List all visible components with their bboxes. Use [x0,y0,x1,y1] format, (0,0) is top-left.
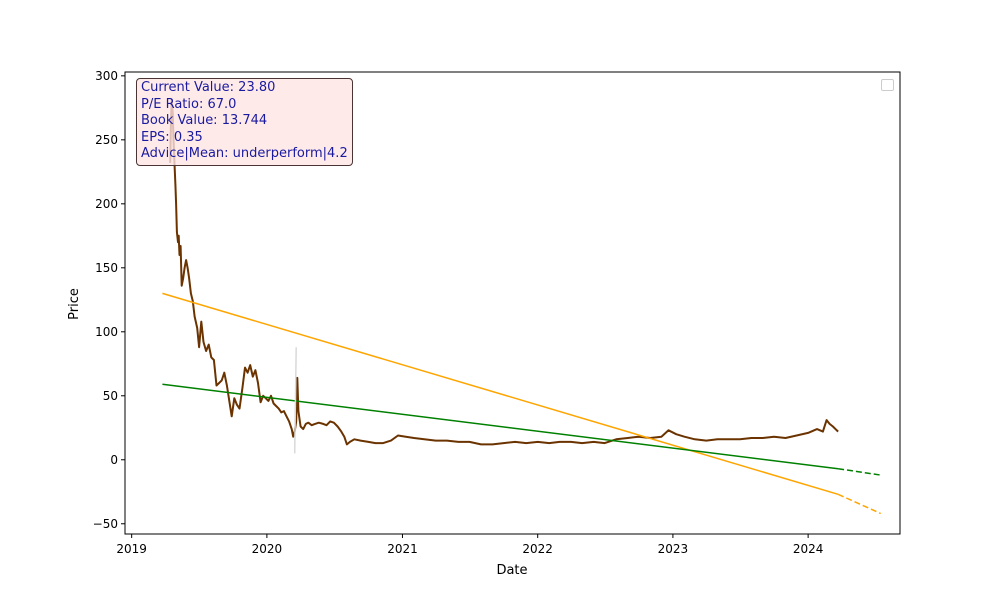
stock-info-annotation: Current Value: 23.80 P/E Ratio: 67.0 Boo… [136,78,353,166]
x-tick-label: 2022 [522,542,553,556]
pe-ratio-text: P/E Ratio: 67.0 [141,96,237,112]
book-value-text: Book Value: 13.744 [141,113,268,128]
y-tick-label: 150 [95,261,118,275]
y-tick-label: 100 [95,325,118,339]
x-axis: 2019 2020 2021 2022 2023 2024 [116,534,823,556]
series-line-1 [162,292,839,496]
series-line-3 [162,383,839,470]
y-tick-label: 250 [95,133,118,147]
y-tick-label: 0 [110,453,118,467]
y-tick-label: 50 [103,389,118,403]
x-tick-label: 2020 [252,542,283,556]
series-line-2 [837,493,882,515]
advice-mean-text: Advice|Mean: underperform|4.2 [141,146,348,161]
y-axis-label: Price [67,288,82,320]
series-line-4 [837,467,881,476]
y-tick-label: −50 [93,517,118,531]
y-tick-label: 200 [95,197,118,211]
x-axis-label: Date [496,563,527,578]
series-line-5 [293,347,297,454]
y-tick-label: 300 [95,69,118,83]
x-tick-label: 2024 [793,542,824,556]
legend [881,79,894,91]
x-tick-label: 2023 [658,542,689,556]
series-layer [162,99,882,515]
current-value-text: Current Value: 23.80 [141,80,276,95]
eps-text: EPS: 0.35 [141,129,203,145]
y-axis: −50 0 50 100 150 200 250 300 [93,69,125,531]
x-tick-label: 2021 [387,542,418,556]
x-tick-label: 2019 [116,542,147,556]
